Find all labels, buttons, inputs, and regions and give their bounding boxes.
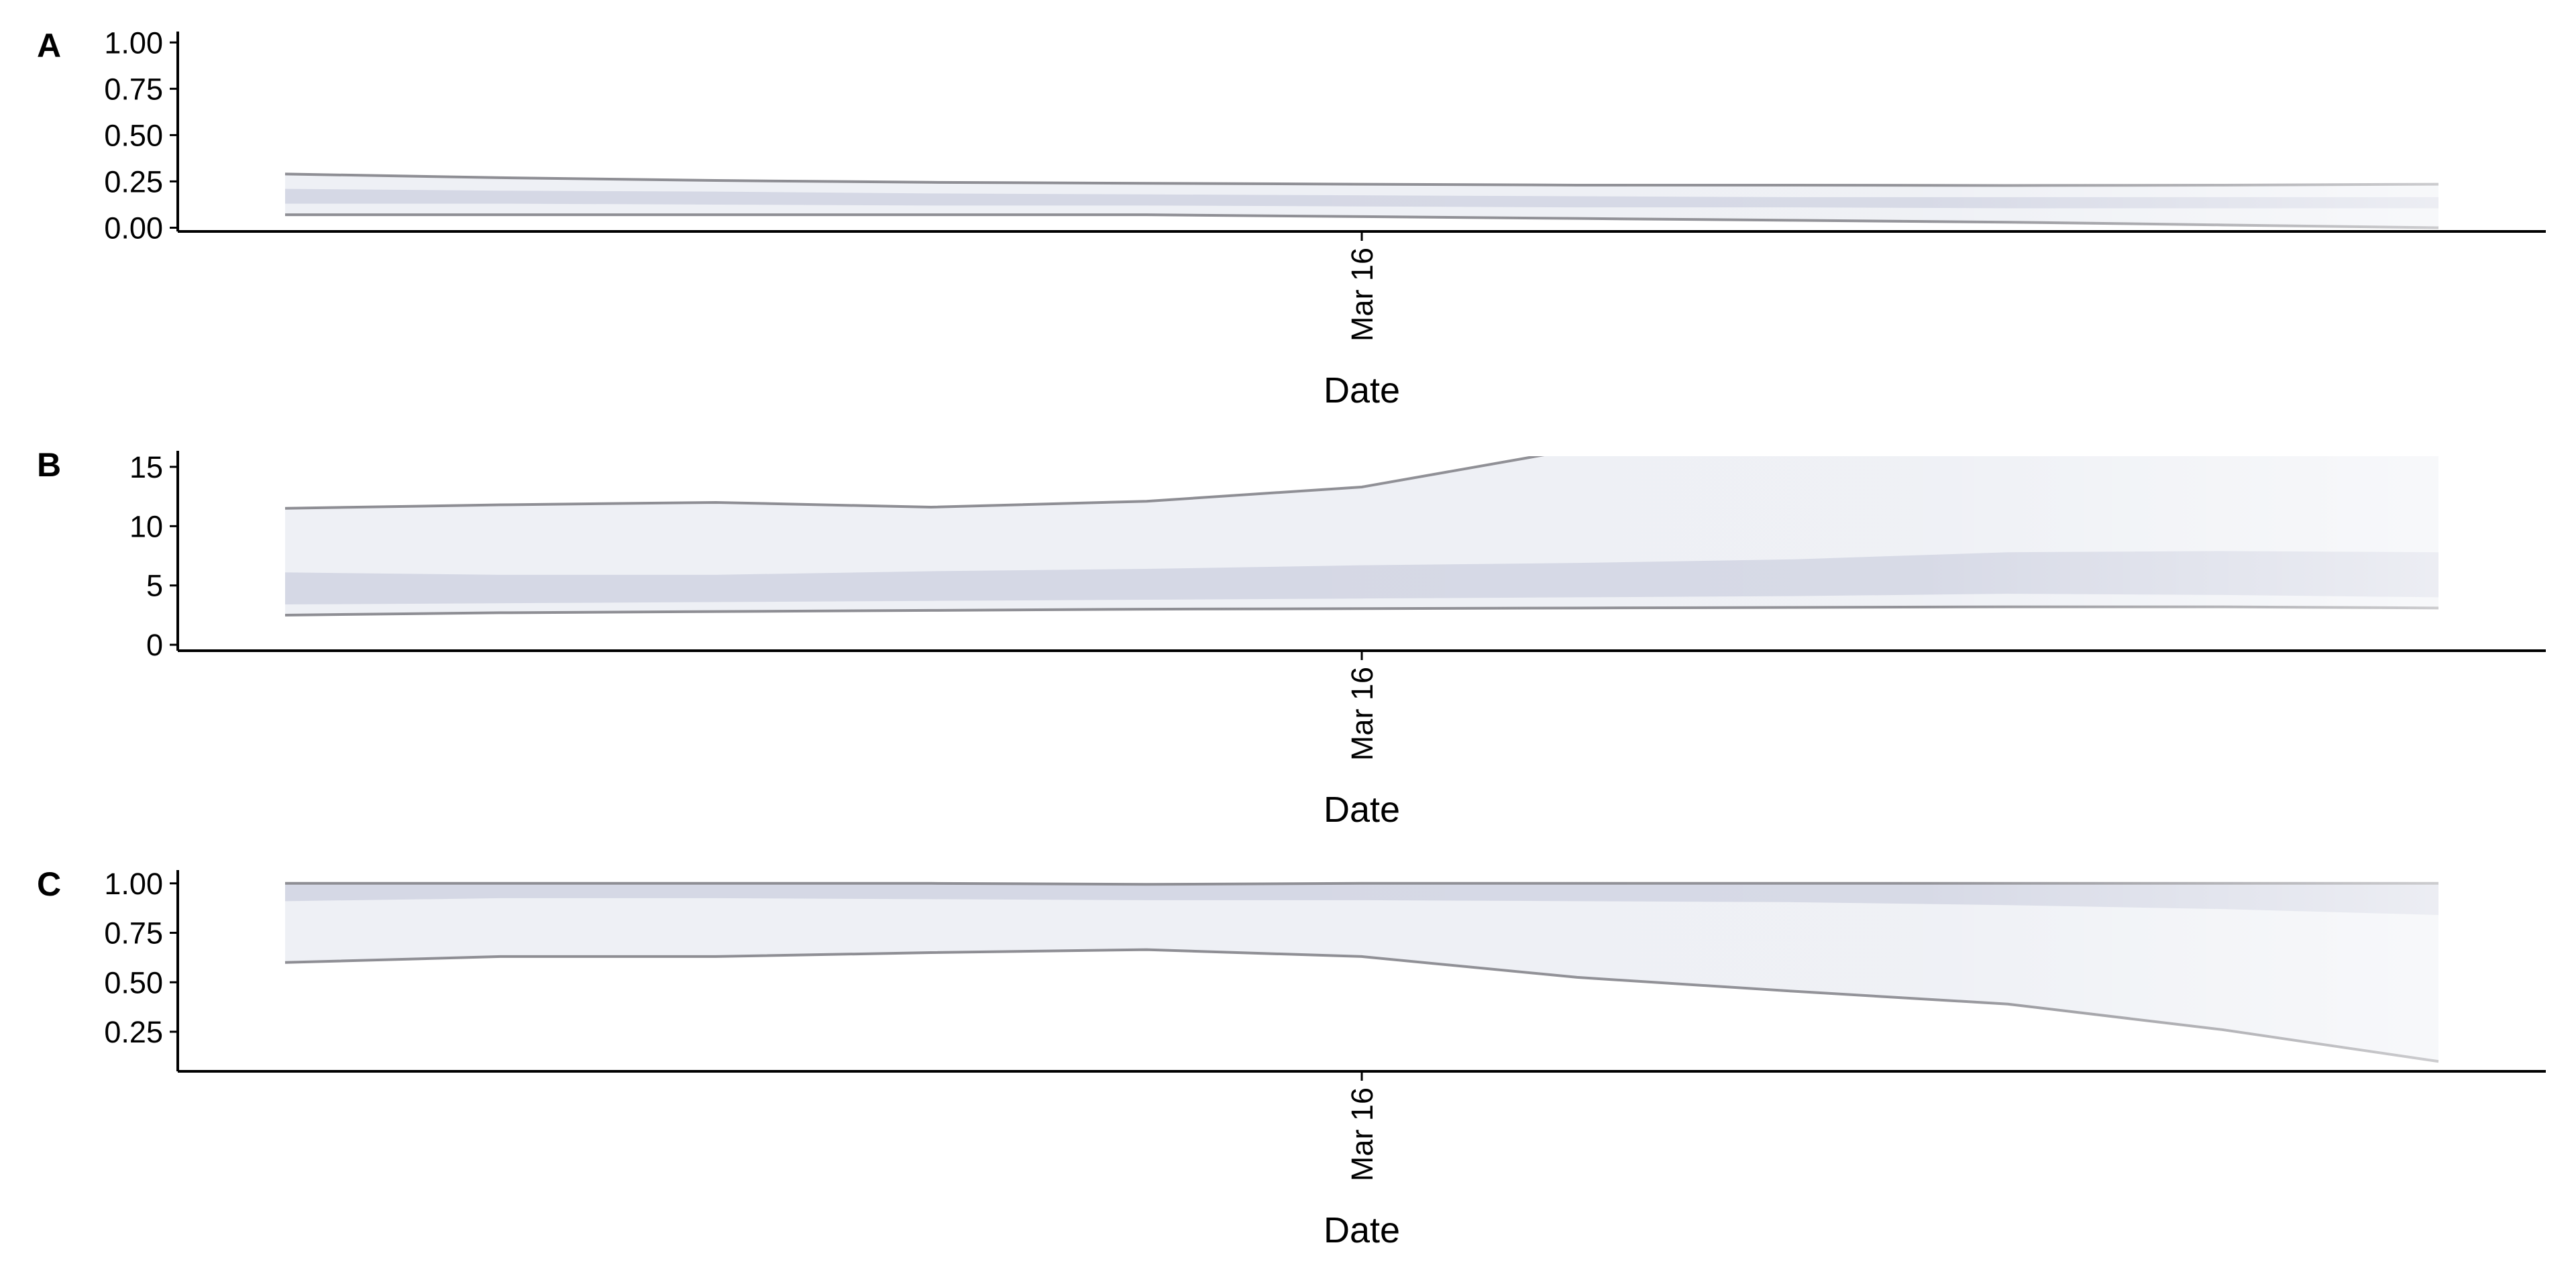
x-axis-title: Date [1324, 790, 1400, 830]
y-tick-label: 0 [146, 628, 163, 662]
forecast-fade [1146, 875, 2440, 1071]
y-tick-label: 1.00 [104, 867, 163, 901]
y-tick-label: 0.25 [104, 1015, 163, 1049]
x-axis-title: Date [1324, 1210, 1400, 1250]
panel-c: 0.25 0.50 0.75 1.00 Mar 16 Date C [37, 865, 2546, 1250]
panel-tag: C [37, 865, 61, 903]
panel-b: 0 5 10 15 Mar 16 Date B [37, 446, 2546, 830]
panel-a: 0.00 0.25 0.50 0.75 1.00 Mar 16 Date A [37, 25, 2546, 411]
panel-tag: A [37, 27, 61, 64]
forecast-fade [1146, 37, 2440, 231]
panel-tag: B [37, 446, 61, 484]
plot-area [284, 875, 2440, 1071]
x-tick-label: Mar 16 [1345, 248, 1379, 341]
x-tick-label: Mar 16 [1345, 667, 1379, 761]
y-tick-label: 5 [146, 569, 163, 603]
plot-area [284, 456, 2440, 651]
y-tick-label: 1.00 [104, 25, 163, 60]
y-tick-label: 0.50 [104, 965, 163, 1000]
y-tick-label: 0.25 [104, 164, 163, 199]
x-axis-title: Date [1324, 370, 1400, 411]
y-tick-label: 0.00 [104, 211, 163, 245]
y-tick-label: 10 [129, 509, 163, 543]
plot-area [284, 37, 2440, 231]
y-tick-label: 0.75 [104, 72, 163, 106]
y-tick-label: 0.75 [104, 916, 163, 951]
x-tick-label: Mar 16 [1345, 1087, 1379, 1181]
y-tick-label: 15 [129, 450, 163, 484]
y-tick-label: 0.50 [104, 118, 163, 152]
forecast-fade [1146, 456, 2440, 651]
